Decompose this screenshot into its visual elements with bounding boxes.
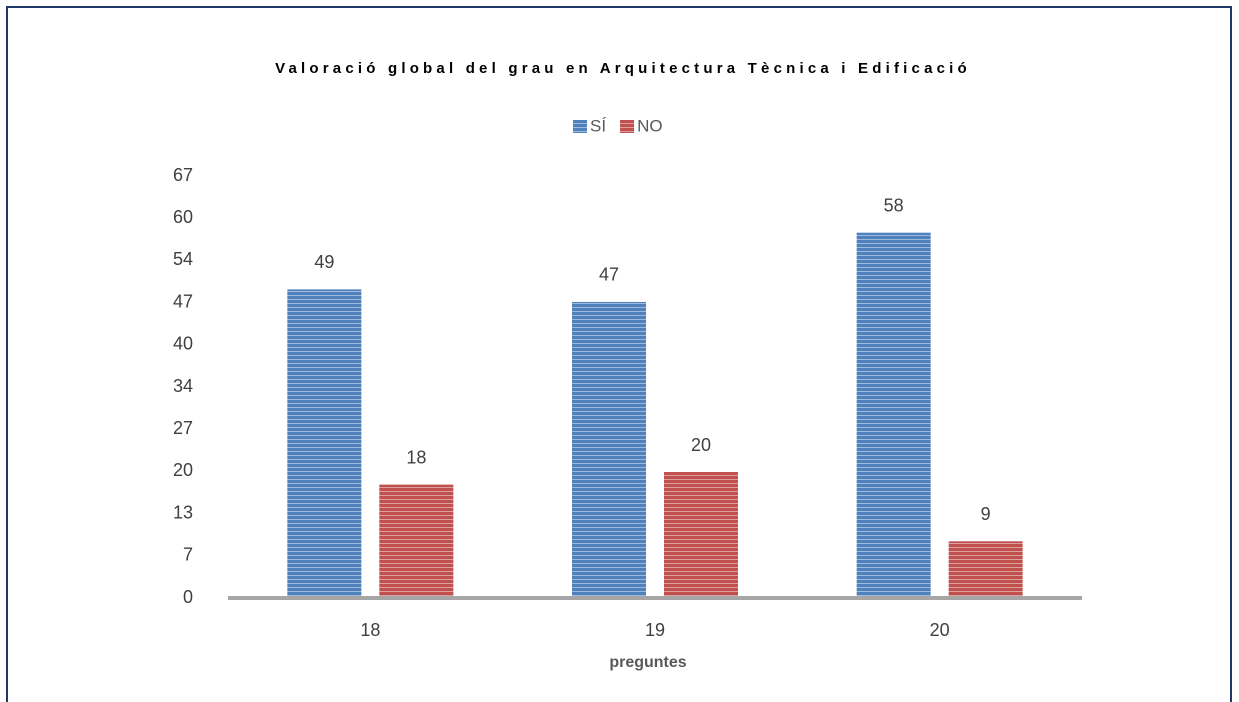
y-tick-label: 47 (173, 291, 193, 311)
data-label: 20 (691, 435, 711, 455)
y-tick-label: 0 (183, 587, 193, 607)
bar (948, 541, 1023, 598)
x-tick-label: 20 (930, 620, 950, 640)
legend-swatch (620, 120, 635, 133)
data-label: 18 (406, 447, 426, 467)
frame (6, 6, 1232, 702)
bar (379, 484, 454, 598)
y-tick-label: 7 (183, 545, 193, 565)
y-tick-label: 27 (173, 418, 193, 438)
data-label: 9 (981, 504, 991, 524)
y-tick-label: 67 (173, 165, 193, 185)
y-tick-label: 13 (173, 502, 193, 522)
data-label: 58 (884, 195, 904, 215)
legend-label: SÍ (590, 116, 606, 135)
x-tick-label: 18 (360, 620, 380, 640)
bar (287, 289, 362, 598)
y-tick-label: 20 (173, 460, 193, 480)
chart-title: Valoració global del grau en Arquitectur… (275, 60, 971, 77)
y-tick-label: 54 (173, 249, 193, 269)
y-tick-label: 60 (173, 207, 193, 227)
y-tick-label: 34 (173, 376, 193, 396)
y-tick-label: 40 (173, 334, 193, 354)
data-label: 49 (314, 252, 334, 272)
bar (856, 232, 931, 598)
legend-swatch (573, 120, 587, 133)
data-label: 47 (599, 265, 619, 285)
bar (572, 301, 646, 598)
bar (664, 472, 738, 598)
legend-label: NO (637, 116, 663, 135)
x-axis-label: preguntes (609, 654, 686, 671)
x-tick-label: 19 (645, 620, 665, 640)
